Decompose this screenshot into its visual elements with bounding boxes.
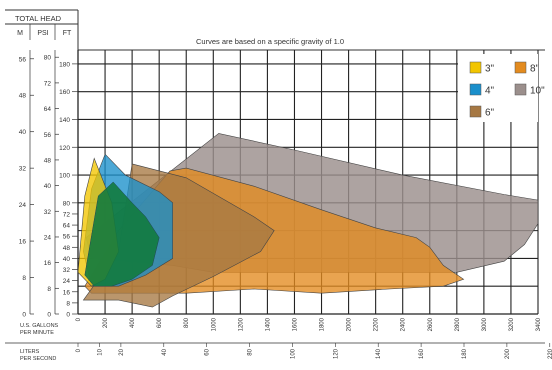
x-tick-label: 1200 <box>238 317 244 331</box>
legend-swatch <box>469 83 482 96</box>
psi-tick-label: 24 <box>44 234 52 241</box>
ft-tick-label: 120 <box>59 145 70 152</box>
header-frame: TOTAL HEAD M PSI FT <box>5 9 545 51</box>
x-axis-title-gpm-line-2: PER MINUTE <box>20 330 54 336</box>
lps-tick-label: 140 <box>376 348 382 359</box>
m-tick-label: 0 <box>22 312 26 319</box>
unit-psi: PSI <box>37 30 48 37</box>
performance-areas <box>77 133 539 308</box>
ft-tick-label: 40 <box>63 256 71 263</box>
psi-tick-label: 72 <box>44 80 52 87</box>
lps-tick-label: 0 <box>76 348 82 352</box>
lps-tick-label: 80 <box>248 348 254 355</box>
psi-tick-label: 32 <box>44 209 52 216</box>
legend-swatch <box>469 105 482 118</box>
x-tick-label: 1800 <box>320 317 326 331</box>
psi-tick-label: 16 <box>44 260 52 267</box>
x-tick-label: 2200 <box>374 317 380 331</box>
psi-tick-label: 48 <box>44 157 52 164</box>
legend-swatch <box>469 61 482 74</box>
m-tick-label: 32 <box>19 166 27 173</box>
x-tick-label: 2800 <box>455 317 461 331</box>
note-text: Curves are based on a specific gravity o… <box>196 37 344 46</box>
ft-tick-label: 16 <box>63 289 71 296</box>
m-tick-label: 8 <box>22 275 26 282</box>
x-tick-label: 3000 <box>482 317 488 331</box>
ft-tick-label: 24 <box>63 278 71 285</box>
m-tick-label: 40 <box>19 129 27 136</box>
psi-tick-label: 64 <box>44 106 52 113</box>
x-tick-label: 800 <box>184 317 190 328</box>
x-tick-label: 3400 <box>536 317 542 331</box>
x-tick-label: 1400 <box>265 317 271 331</box>
lps-tick-label: 100 <box>290 348 296 359</box>
psi-tick-label: 80 <box>44 55 52 62</box>
x-tick-label: 200 <box>103 317 109 328</box>
ft-tick-label: 0 <box>66 312 70 319</box>
ft-tick-label: 32 <box>63 267 71 274</box>
unit-ft: FT <box>63 30 72 37</box>
x-tick-label: 1600 <box>292 317 298 331</box>
psi-tick-label: 40 <box>44 183 52 190</box>
x-axis-title-lps: LITERS PER SECOND <box>20 349 56 362</box>
legend-swatch <box>514 83 527 96</box>
m-tick-label: 24 <box>19 202 27 209</box>
lps-tick-label: 40 <box>162 348 168 355</box>
m-tick-label: 56 <box>19 56 27 63</box>
lps-tick-label: 120 <box>333 348 339 359</box>
x-axis-title-lps-line-2: PER SECOND <box>20 356 56 362</box>
ft-tick-label: 180 <box>59 61 70 68</box>
ft-tick-label: 140 <box>59 117 70 124</box>
axes: 0816243240485664728010012014016018008162… <box>19 50 552 359</box>
legend: 3" 8" 4" 10" 6" <box>458 54 545 122</box>
ft-tick-label: 160 <box>59 89 70 96</box>
x-tick-label: 2600 <box>428 317 434 331</box>
x-tick-label: 600 <box>157 317 163 328</box>
psi-tick-label: 0 <box>47 312 51 319</box>
area-overlap <box>84 181 160 287</box>
lps-tick-label: 220 <box>548 348 552 359</box>
lps-tick-label: 60 <box>205 348 211 355</box>
x-axis-title-lps-line-1: LITERS <box>20 349 40 355</box>
m-tick-label: 16 <box>19 239 27 246</box>
legend-label: 10" <box>530 86 545 97</box>
ft-tick-label: 100 <box>59 173 70 180</box>
psi-tick-label: 8 <box>47 286 51 293</box>
x-axis-title-gpm-line-1: U.S. GALLONS <box>20 323 59 329</box>
legend-label: 8" <box>530 64 540 75</box>
lps-tick-label: 20 <box>119 348 125 355</box>
ft-tick-label: 56 <box>63 234 71 241</box>
lps-tick-label: 10 <box>97 348 103 355</box>
legend-label: 3" <box>485 64 495 75</box>
x-tick-label: 400 <box>130 317 136 328</box>
x-tick-label: 0 <box>76 317 82 321</box>
ft-tick-label: 64 <box>63 223 71 230</box>
lps-tick-label: 200 <box>505 348 511 359</box>
psi-tick-label: 56 <box>44 132 52 139</box>
x-axis-title-gpm: U.S. GALLONS PER MINUTE <box>20 323 59 336</box>
ft-tick-label: 72 <box>63 211 71 218</box>
legend-label: 6" <box>485 108 495 119</box>
lps-tick-label: 180 <box>462 348 468 359</box>
ft-tick-label: 8 <box>66 300 70 307</box>
legend-swatch <box>514 61 527 74</box>
unit-m: M <box>17 30 23 37</box>
ft-tick-label: 48 <box>63 245 71 252</box>
x-tick-label: 3200 <box>509 317 515 331</box>
m-tick-label: 48 <box>19 93 27 100</box>
legend-label: 4" <box>485 86 495 97</box>
x-tick-label: 2400 <box>401 317 407 331</box>
x-tick-label: 1000 <box>211 317 217 331</box>
ft-tick-label: 80 <box>63 200 71 207</box>
header-title: TOTAL HEAD <box>15 14 62 23</box>
x-tick-label: 2000 <box>347 317 353 331</box>
lps-tick-label: 160 <box>419 348 425 359</box>
